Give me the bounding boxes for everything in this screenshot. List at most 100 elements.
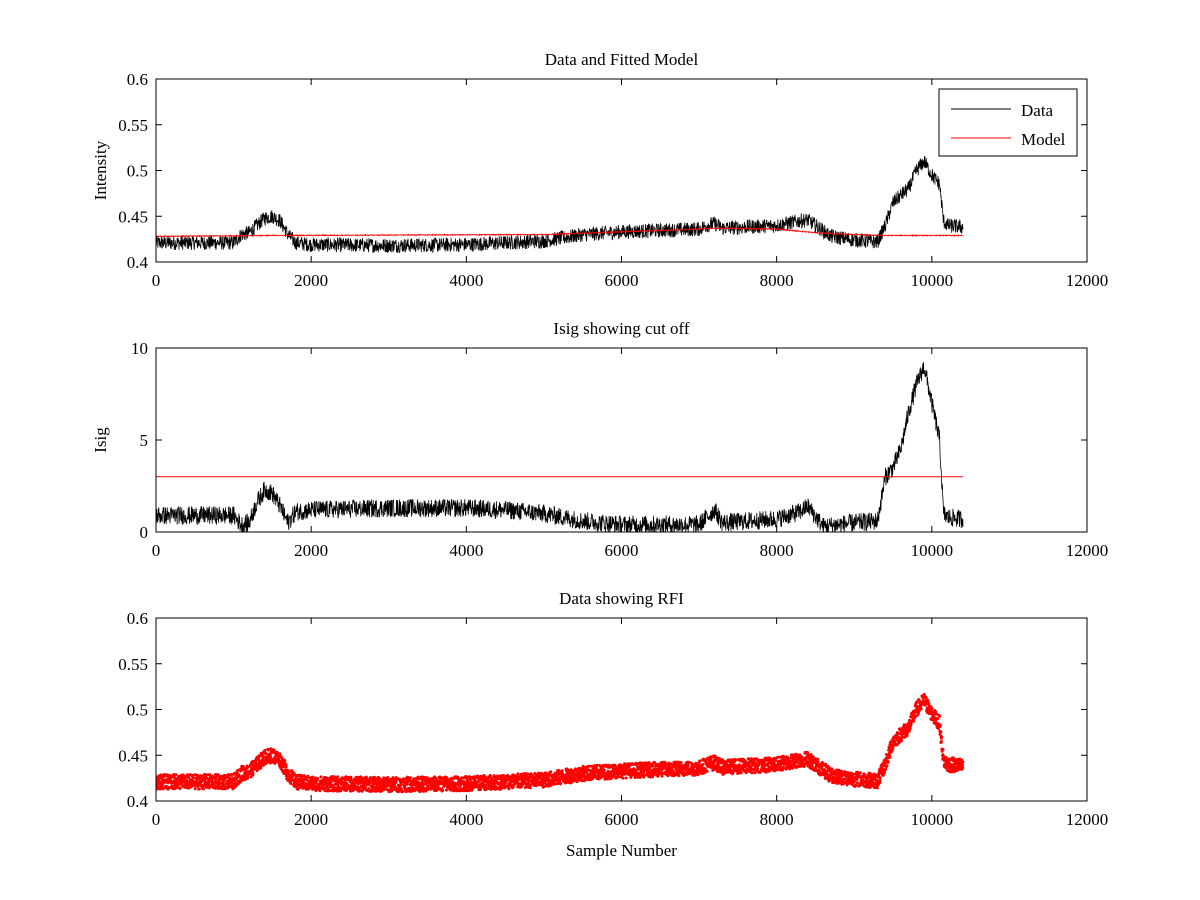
data-point	[782, 766, 786, 769]
data-point	[378, 777, 382, 781]
x-tick-label: 0	[152, 810, 161, 829]
data-point	[488, 774, 492, 777]
x-tick-label: 8000	[760, 810, 794, 829]
data-point	[399, 787, 403, 791]
data-point	[753, 771, 757, 775]
data-point	[471, 786, 475, 789]
data-point	[178, 786, 182, 790]
data-point	[791, 766, 795, 770]
data-point	[394, 781, 398, 784]
data-point	[441, 788, 445, 792]
x-tick-label: 2000	[294, 810, 328, 829]
data-point	[863, 773, 867, 777]
x-tick-label: 8000	[760, 271, 794, 290]
data-point	[283, 759, 287, 763]
data-point	[486, 778, 490, 782]
y-axis-label: Isig	[91, 427, 110, 453]
data-point	[262, 758, 266, 762]
data-point	[489, 776, 493, 780]
series-data	[156, 155, 964, 254]
data-point	[511, 785, 515, 789]
data-point	[768, 768, 772, 772]
y-tick-label: 0.6	[127, 70, 148, 89]
data-point	[776, 755, 780, 759]
x-axis-label: Sample Number	[566, 841, 677, 860]
data-point	[306, 774, 310, 778]
data-point	[900, 739, 904, 742]
data-point	[244, 772, 248, 776]
data-point	[349, 775, 353, 779]
data-point	[227, 782, 231, 786]
data-point	[614, 766, 618, 770]
data-point	[608, 765, 612, 769]
data-point	[705, 769, 709, 773]
data-point	[739, 771, 743, 775]
x-tick-label: 0	[152, 271, 161, 290]
data-point	[426, 787, 430, 791]
data-point	[961, 760, 965, 764]
legend-label: Data	[1021, 101, 1054, 120]
data-point	[401, 790, 405, 794]
data-point	[878, 779, 882, 783]
data-point	[585, 770, 589, 774]
y-axis-label: Intensity	[91, 140, 110, 200]
data-point	[329, 780, 333, 784]
data-point	[734, 758, 738, 762]
chart-panel-3: 0 2000 4000 6000 8000 10000 12000 0.4 0.45 0.5 0.5…	[118, 589, 1108, 860]
data-point	[854, 783, 858, 787]
x-tick-label: 6000	[605, 541, 639, 560]
data-point	[784, 758, 788, 762]
data-point	[331, 783, 334, 787]
series-group	[156, 155, 964, 254]
y-tick-label: 0.55	[118, 655, 148, 674]
data-point	[905, 732, 909, 736]
data-point	[526, 782, 530, 786]
data-point	[881, 773, 885, 777]
data-point	[926, 698, 930, 702]
data-point	[621, 776, 625, 780]
chart-title: Data and Fitted Model	[545, 50, 699, 69]
data-point	[294, 776, 298, 780]
x-tick-label: 12000	[1066, 810, 1109, 829]
data-point	[551, 774, 555, 778]
data-point	[613, 774, 616, 778]
data-point	[912, 719, 916, 723]
data-point	[246, 765, 250, 769]
data-point	[744, 771, 748, 775]
data-point	[292, 771, 296, 775]
data-point	[908, 726, 912, 730]
y-tick-label: 0.5	[127, 162, 148, 181]
data-point	[757, 763, 761, 767]
data-point	[291, 774, 295, 778]
x-tick-label: 6000	[605, 271, 639, 290]
data-point	[696, 773, 700, 777]
x-tick-label: 10000	[911, 541, 954, 560]
data-point	[784, 767, 788, 771]
data-point	[187, 776, 191, 780]
data-point	[936, 717, 940, 721]
x-tick-label: 10000	[911, 271, 954, 290]
data-point	[197, 787, 201, 791]
plot-area	[156, 348, 1087, 532]
data-point	[559, 782, 563, 786]
data-point	[865, 785, 869, 789]
data-point	[318, 789, 322, 793]
data-point	[756, 767, 759, 770]
data-point	[409, 776, 412, 780]
data-point	[632, 767, 636, 771]
series-line-1	[156, 692, 965, 794]
data-point	[588, 764, 592, 768]
data-point	[467, 789, 471, 793]
data-point	[537, 771, 540, 775]
chart-panel-2: 0 2000 4000 6000 8000 10000 12000 0 5 10 Isig show…	[91, 319, 1108, 560]
data-point	[513, 782, 517, 786]
data-point	[653, 760, 656, 764]
data-point	[878, 776, 882, 780]
data-point	[284, 764, 288, 768]
data-point	[660, 774, 664, 778]
data-point	[952, 765, 956, 769]
data-point	[909, 722, 913, 725]
data-point	[915, 700, 919, 704]
y-tick-label: 0.4	[127, 792, 149, 811]
data-point	[516, 772, 520, 776]
